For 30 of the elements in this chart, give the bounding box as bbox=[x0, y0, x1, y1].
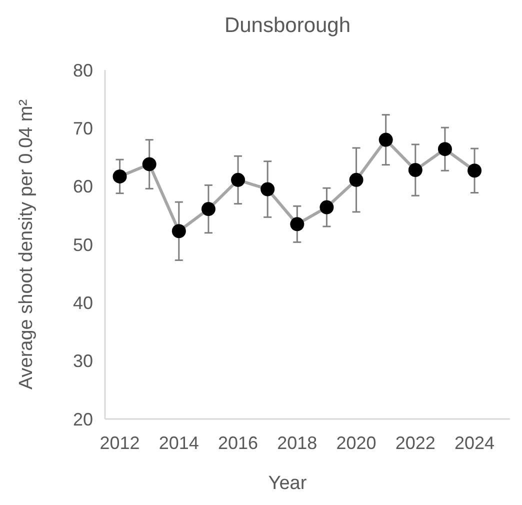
y-tick-label: 20 bbox=[72, 409, 93, 430]
x-tick-label: 2024 bbox=[454, 433, 495, 453]
point bbox=[142, 157, 156, 172]
point bbox=[172, 224, 186, 238]
x-tick-label: 2020 bbox=[336, 433, 376, 453]
point bbox=[438, 142, 452, 156]
y-tick-label: 40 bbox=[72, 292, 93, 313]
point bbox=[231, 172, 246, 187]
point bbox=[408, 163, 422, 178]
y-tick-label: 50 bbox=[72, 234, 93, 255]
x-tick-label: 2014 bbox=[158, 433, 199, 453]
y-tick-label: 80 bbox=[72, 60, 93, 80]
x-tick-label: 2012 bbox=[100, 433, 140, 453]
x-tick-label: 2016 bbox=[218, 433, 258, 453]
x-axis-title: Year bbox=[268, 473, 308, 494]
point bbox=[201, 202, 216, 216]
point bbox=[112, 169, 127, 184]
point bbox=[468, 164, 482, 178]
point bbox=[349, 172, 364, 187]
x-tick-label: 2018 bbox=[277, 433, 318, 453]
point bbox=[320, 200, 334, 214]
y-tick-label: 30 bbox=[72, 351, 93, 372]
x-tick-label: 2022 bbox=[395, 433, 436, 453]
chart-title: Dunsborough bbox=[224, 14, 351, 37]
y-tick-label: 60 bbox=[72, 176, 93, 197]
y-tick-label: 70 bbox=[72, 118, 93, 138]
point bbox=[378, 132, 393, 147]
point bbox=[290, 217, 304, 232]
y-axis-title: Average shoot density per 0.04 m² bbox=[16, 99, 37, 390]
point bbox=[260, 182, 275, 196]
